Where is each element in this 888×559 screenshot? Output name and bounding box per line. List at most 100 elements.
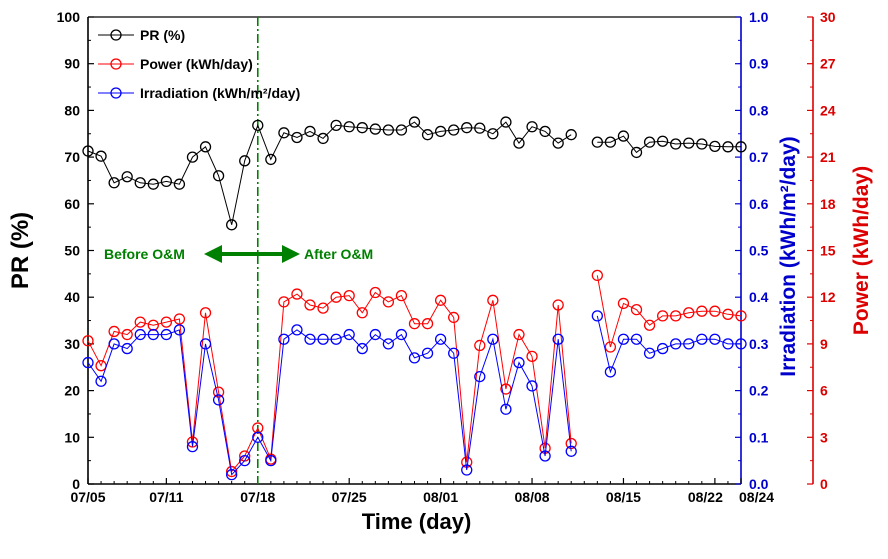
data-point <box>239 454 251 467</box>
data-point <box>147 328 159 341</box>
data-point <box>291 131 303 144</box>
data-point <box>369 328 381 341</box>
data-point <box>108 338 120 350</box>
data-point <box>434 125 447 138</box>
data-point <box>683 307 695 319</box>
data-point <box>656 310 669 322</box>
data-point <box>278 333 290 345</box>
data-point <box>147 319 159 331</box>
data-point <box>421 347 434 359</box>
data-point <box>696 333 708 345</box>
data-point <box>186 440 199 453</box>
data-point <box>526 350 538 363</box>
x-tick-label: 08/22 <box>688 489 723 505</box>
data-point <box>343 289 355 302</box>
x-tick-label: 08/08 <box>515 489 550 505</box>
right1-axis-title: Irradiation (kWh/m²/day) <box>777 136 800 376</box>
data-point <box>683 137 695 149</box>
legend-label: PR (%) <box>140 27 185 43</box>
data-point <box>630 146 643 159</box>
data-point <box>552 299 564 311</box>
left-tick-label: 70 <box>64 149 80 165</box>
series <box>82 116 747 481</box>
data-point <box>487 333 499 345</box>
data-point <box>565 129 577 141</box>
data-point <box>330 119 342 131</box>
data-point <box>604 341 617 353</box>
data-point <box>656 135 669 147</box>
series-line <box>87 291 572 473</box>
data-point <box>108 177 120 189</box>
data-point <box>539 125 551 138</box>
data-point <box>252 422 264 434</box>
series-line <box>87 329 572 476</box>
data-point <box>591 310 603 322</box>
data-point <box>591 269 603 282</box>
data-point <box>134 316 146 328</box>
data-point <box>147 178 159 190</box>
data-point <box>343 328 355 341</box>
right1-tick-label: 1.0 <box>749 9 769 25</box>
data-point <box>683 338 695 350</box>
legend-marker <box>110 87 122 99</box>
legend-marker <box>110 29 122 41</box>
data-point <box>304 125 316 138</box>
data-point <box>722 308 734 320</box>
data-point <box>121 328 133 341</box>
data-point <box>604 136 617 148</box>
data-point <box>735 338 747 350</box>
data-point <box>696 305 708 317</box>
data-point <box>408 116 421 128</box>
data-point <box>95 150 107 162</box>
data-point <box>212 170 225 182</box>
data-point <box>278 296 290 308</box>
right1-tick-label: 0.8 <box>749 102 769 118</box>
data-point <box>226 465 238 478</box>
data-point <box>121 342 133 355</box>
data-point <box>330 333 342 345</box>
annotations: Before O&M After O&M <box>104 245 373 263</box>
right1-tick-label: 0.5 <box>749 243 769 259</box>
data-point <box>591 136 603 148</box>
data-point <box>291 288 303 300</box>
right1-tick-label: 0.7 <box>749 149 769 165</box>
before-om-label: Before O&M <box>104 246 185 262</box>
data-point <box>173 313 186 325</box>
data-point <box>160 175 173 188</box>
left-tick-label: 10 <box>64 429 80 445</box>
data-point <box>395 124 408 136</box>
data-point <box>239 155 251 167</box>
data-point <box>226 219 238 231</box>
data-point <box>513 137 525 149</box>
x-tick-label: 08/01 <box>423 489 458 505</box>
right2-tick-label: 18 <box>820 196 836 212</box>
data-point <box>291 324 303 336</box>
data-point <box>474 339 486 352</box>
arrow-head-right <box>282 245 300 263</box>
after-om-label: After O&M <box>304 246 373 262</box>
data-point <box>199 338 212 350</box>
data-point <box>330 291 342 303</box>
right2-tick-label: 27 <box>820 56 836 72</box>
data-point <box>630 304 643 316</box>
data-point <box>408 318 421 330</box>
data-point <box>670 338 682 350</box>
data-point <box>408 352 421 364</box>
data-point <box>212 386 225 398</box>
right1-tick-label: 0.0 <box>749 476 769 492</box>
left-tick-label: 30 <box>64 336 80 352</box>
data-point <box>356 307 368 319</box>
x-tick-label: 07/18 <box>240 489 275 505</box>
data-point <box>643 136 656 148</box>
x-tick-label: 07/11 <box>149 489 183 505</box>
data-point <box>82 356 94 369</box>
right2-tick-label: 6 <box>820 383 828 399</box>
series-line <box>597 135 741 154</box>
right1-tick-label: 0.2 <box>749 383 769 399</box>
data-point <box>448 347 460 359</box>
right2-tick-label: 15 <box>820 243 836 259</box>
legend-label: Power (kWh/day) <box>140 56 253 72</box>
data-point <box>565 445 577 457</box>
data-point <box>199 307 212 319</box>
